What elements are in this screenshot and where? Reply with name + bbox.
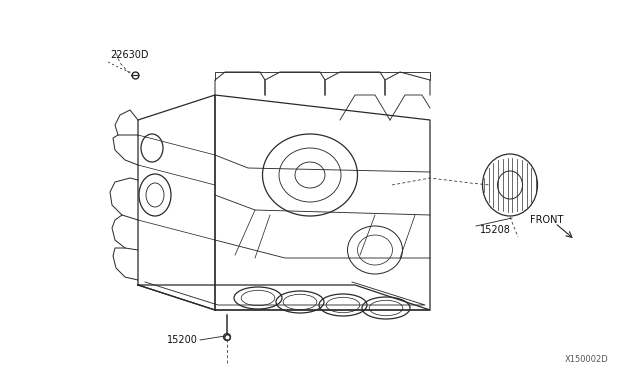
Text: 22630D: 22630D xyxy=(110,50,148,60)
Text: X150002D: X150002D xyxy=(565,356,609,365)
Text: 15208: 15208 xyxy=(480,225,511,235)
Text: 15200: 15200 xyxy=(167,335,198,345)
Text: FRONT: FRONT xyxy=(530,215,563,225)
